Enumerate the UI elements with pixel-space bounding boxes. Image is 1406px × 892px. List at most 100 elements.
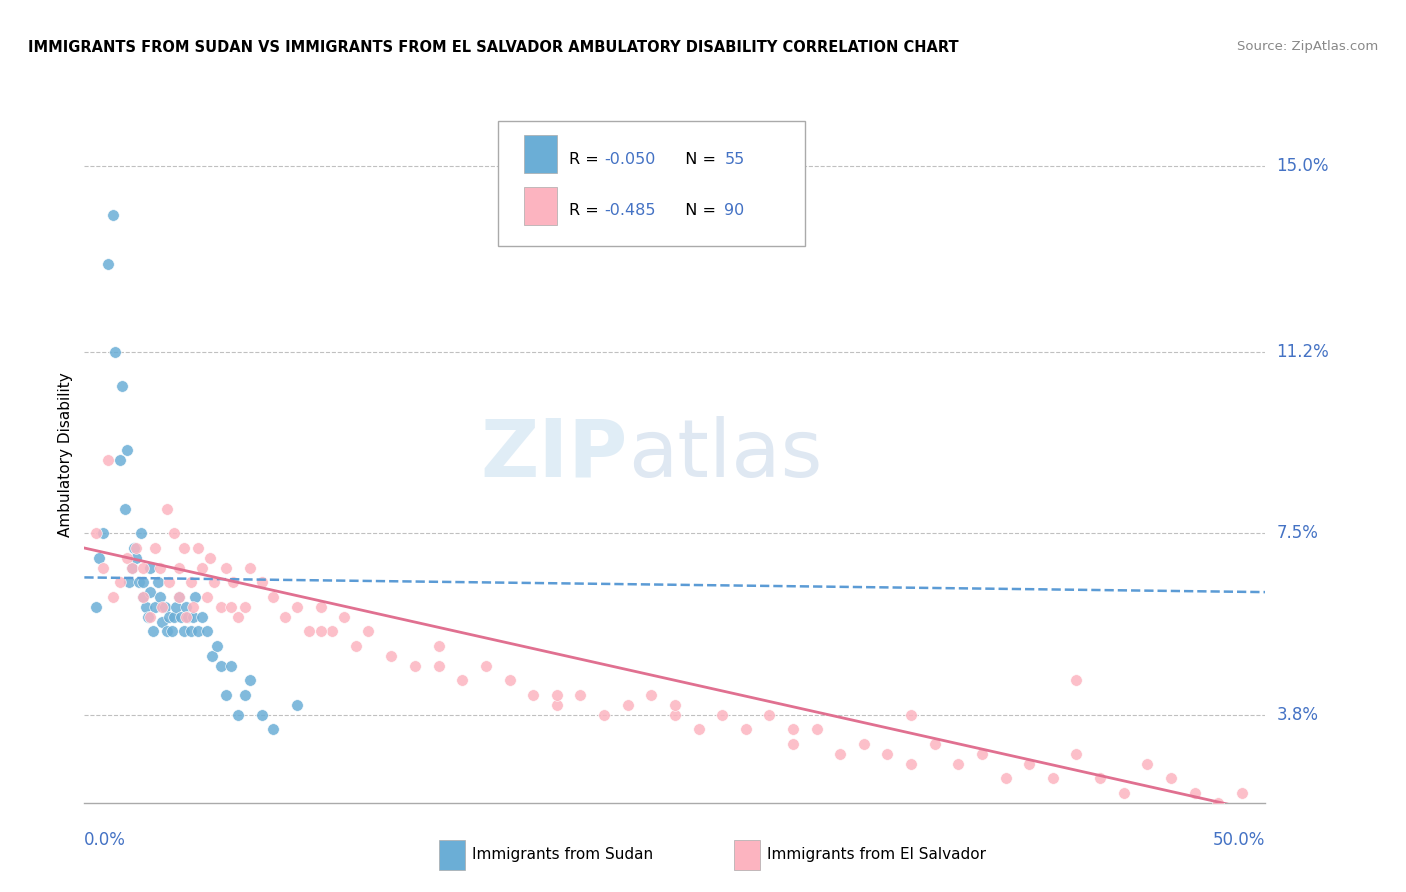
- Point: [170, 609, 193, 624]
- Point: [404, 658, 426, 673]
- Bar: [439, 839, 464, 871]
- Point: [146, 575, 169, 590]
- Point: [616, 698, 638, 712]
- Point: [114, 501, 136, 516]
- Point: [150, 599, 173, 614]
- Point: [219, 599, 242, 614]
- Point: [142, 624, 165, 639]
- Text: N =: N =: [675, 152, 721, 167]
- Point: [475, 658, 498, 673]
- Point: [143, 599, 166, 614]
- Text: ZIP: ZIP: [481, 416, 627, 494]
- Text: 15.0%: 15.0%: [1277, 157, 1329, 175]
- Point: [1184, 786, 1206, 800]
- Point: [734, 723, 756, 737]
- Point: [522, 688, 544, 702]
- Point: [149, 590, 172, 604]
- Point: [1206, 796, 1229, 810]
- Text: 7.5%: 7.5%: [1277, 524, 1319, 542]
- Point: [157, 575, 180, 590]
- Point: [187, 624, 209, 639]
- Point: [132, 560, 155, 574]
- Point: [167, 590, 190, 604]
- Point: [129, 526, 152, 541]
- Point: [160, 624, 183, 639]
- Text: 11.2%: 11.2%: [1277, 343, 1329, 361]
- Point: [195, 624, 218, 639]
- Point: [321, 624, 343, 639]
- Text: R =: R =: [568, 202, 603, 218]
- Point: [91, 526, 114, 541]
- Point: [852, 737, 875, 751]
- Point: [1088, 772, 1111, 786]
- Point: [876, 747, 898, 761]
- Point: [195, 590, 218, 604]
- Point: [177, 609, 200, 624]
- Point: [427, 658, 450, 673]
- Point: [782, 723, 804, 737]
- Point: [198, 550, 221, 565]
- Point: [309, 599, 332, 614]
- Point: [157, 609, 180, 624]
- Text: 3.8%: 3.8%: [1277, 706, 1319, 723]
- Text: 0.0%: 0.0%: [84, 830, 127, 848]
- Text: 90: 90: [724, 202, 745, 218]
- Text: -0.485: -0.485: [605, 202, 655, 218]
- Point: [569, 688, 592, 702]
- Point: [97, 257, 120, 271]
- Point: [91, 560, 114, 574]
- Point: [233, 599, 256, 614]
- Y-axis label: Ambulatory Disability: Ambulatory Disability: [58, 373, 73, 537]
- Point: [191, 560, 214, 574]
- Point: [427, 639, 450, 653]
- Point: [664, 698, 686, 712]
- Point: [262, 723, 284, 737]
- Point: [122, 541, 145, 555]
- Point: [451, 673, 474, 688]
- Point: [782, 737, 804, 751]
- Point: [139, 585, 162, 599]
- Point: [900, 707, 922, 722]
- Point: [163, 526, 186, 541]
- Point: [201, 648, 224, 663]
- Point: [219, 658, 242, 673]
- Point: [711, 707, 734, 722]
- Point: [121, 560, 143, 574]
- Point: [970, 747, 993, 761]
- Point: [87, 550, 110, 565]
- Text: Immigrants from El Salvador: Immigrants from El Salvador: [768, 847, 986, 863]
- Point: [156, 501, 179, 516]
- Text: R =: R =: [568, 152, 603, 167]
- Point: [173, 541, 195, 555]
- Point: [250, 707, 273, 722]
- Point: [640, 688, 662, 702]
- Point: [1230, 786, 1253, 800]
- Point: [285, 599, 308, 614]
- Text: N =: N =: [675, 202, 721, 218]
- Point: [101, 208, 124, 222]
- Point: [125, 541, 148, 555]
- Point: [104, 345, 127, 359]
- Point: [285, 698, 308, 712]
- Point: [1160, 772, 1182, 786]
- Point: [948, 756, 970, 771]
- Point: [149, 560, 172, 574]
- Point: [333, 609, 356, 624]
- Point: [1136, 756, 1159, 771]
- Text: atlas: atlas: [627, 416, 823, 494]
- Point: [115, 550, 138, 565]
- Point: [174, 609, 197, 624]
- Point: [215, 688, 238, 702]
- Point: [132, 575, 155, 590]
- Point: [191, 609, 214, 624]
- Point: [209, 658, 232, 673]
- Point: [202, 575, 225, 590]
- Point: [128, 575, 150, 590]
- Text: Source: ZipAtlas.com: Source: ZipAtlas.com: [1237, 40, 1378, 54]
- Point: [181, 599, 204, 614]
- Point: [215, 560, 238, 574]
- Point: [309, 624, 332, 639]
- Point: [250, 575, 273, 590]
- Point: [1066, 747, 1088, 761]
- Point: [226, 707, 249, 722]
